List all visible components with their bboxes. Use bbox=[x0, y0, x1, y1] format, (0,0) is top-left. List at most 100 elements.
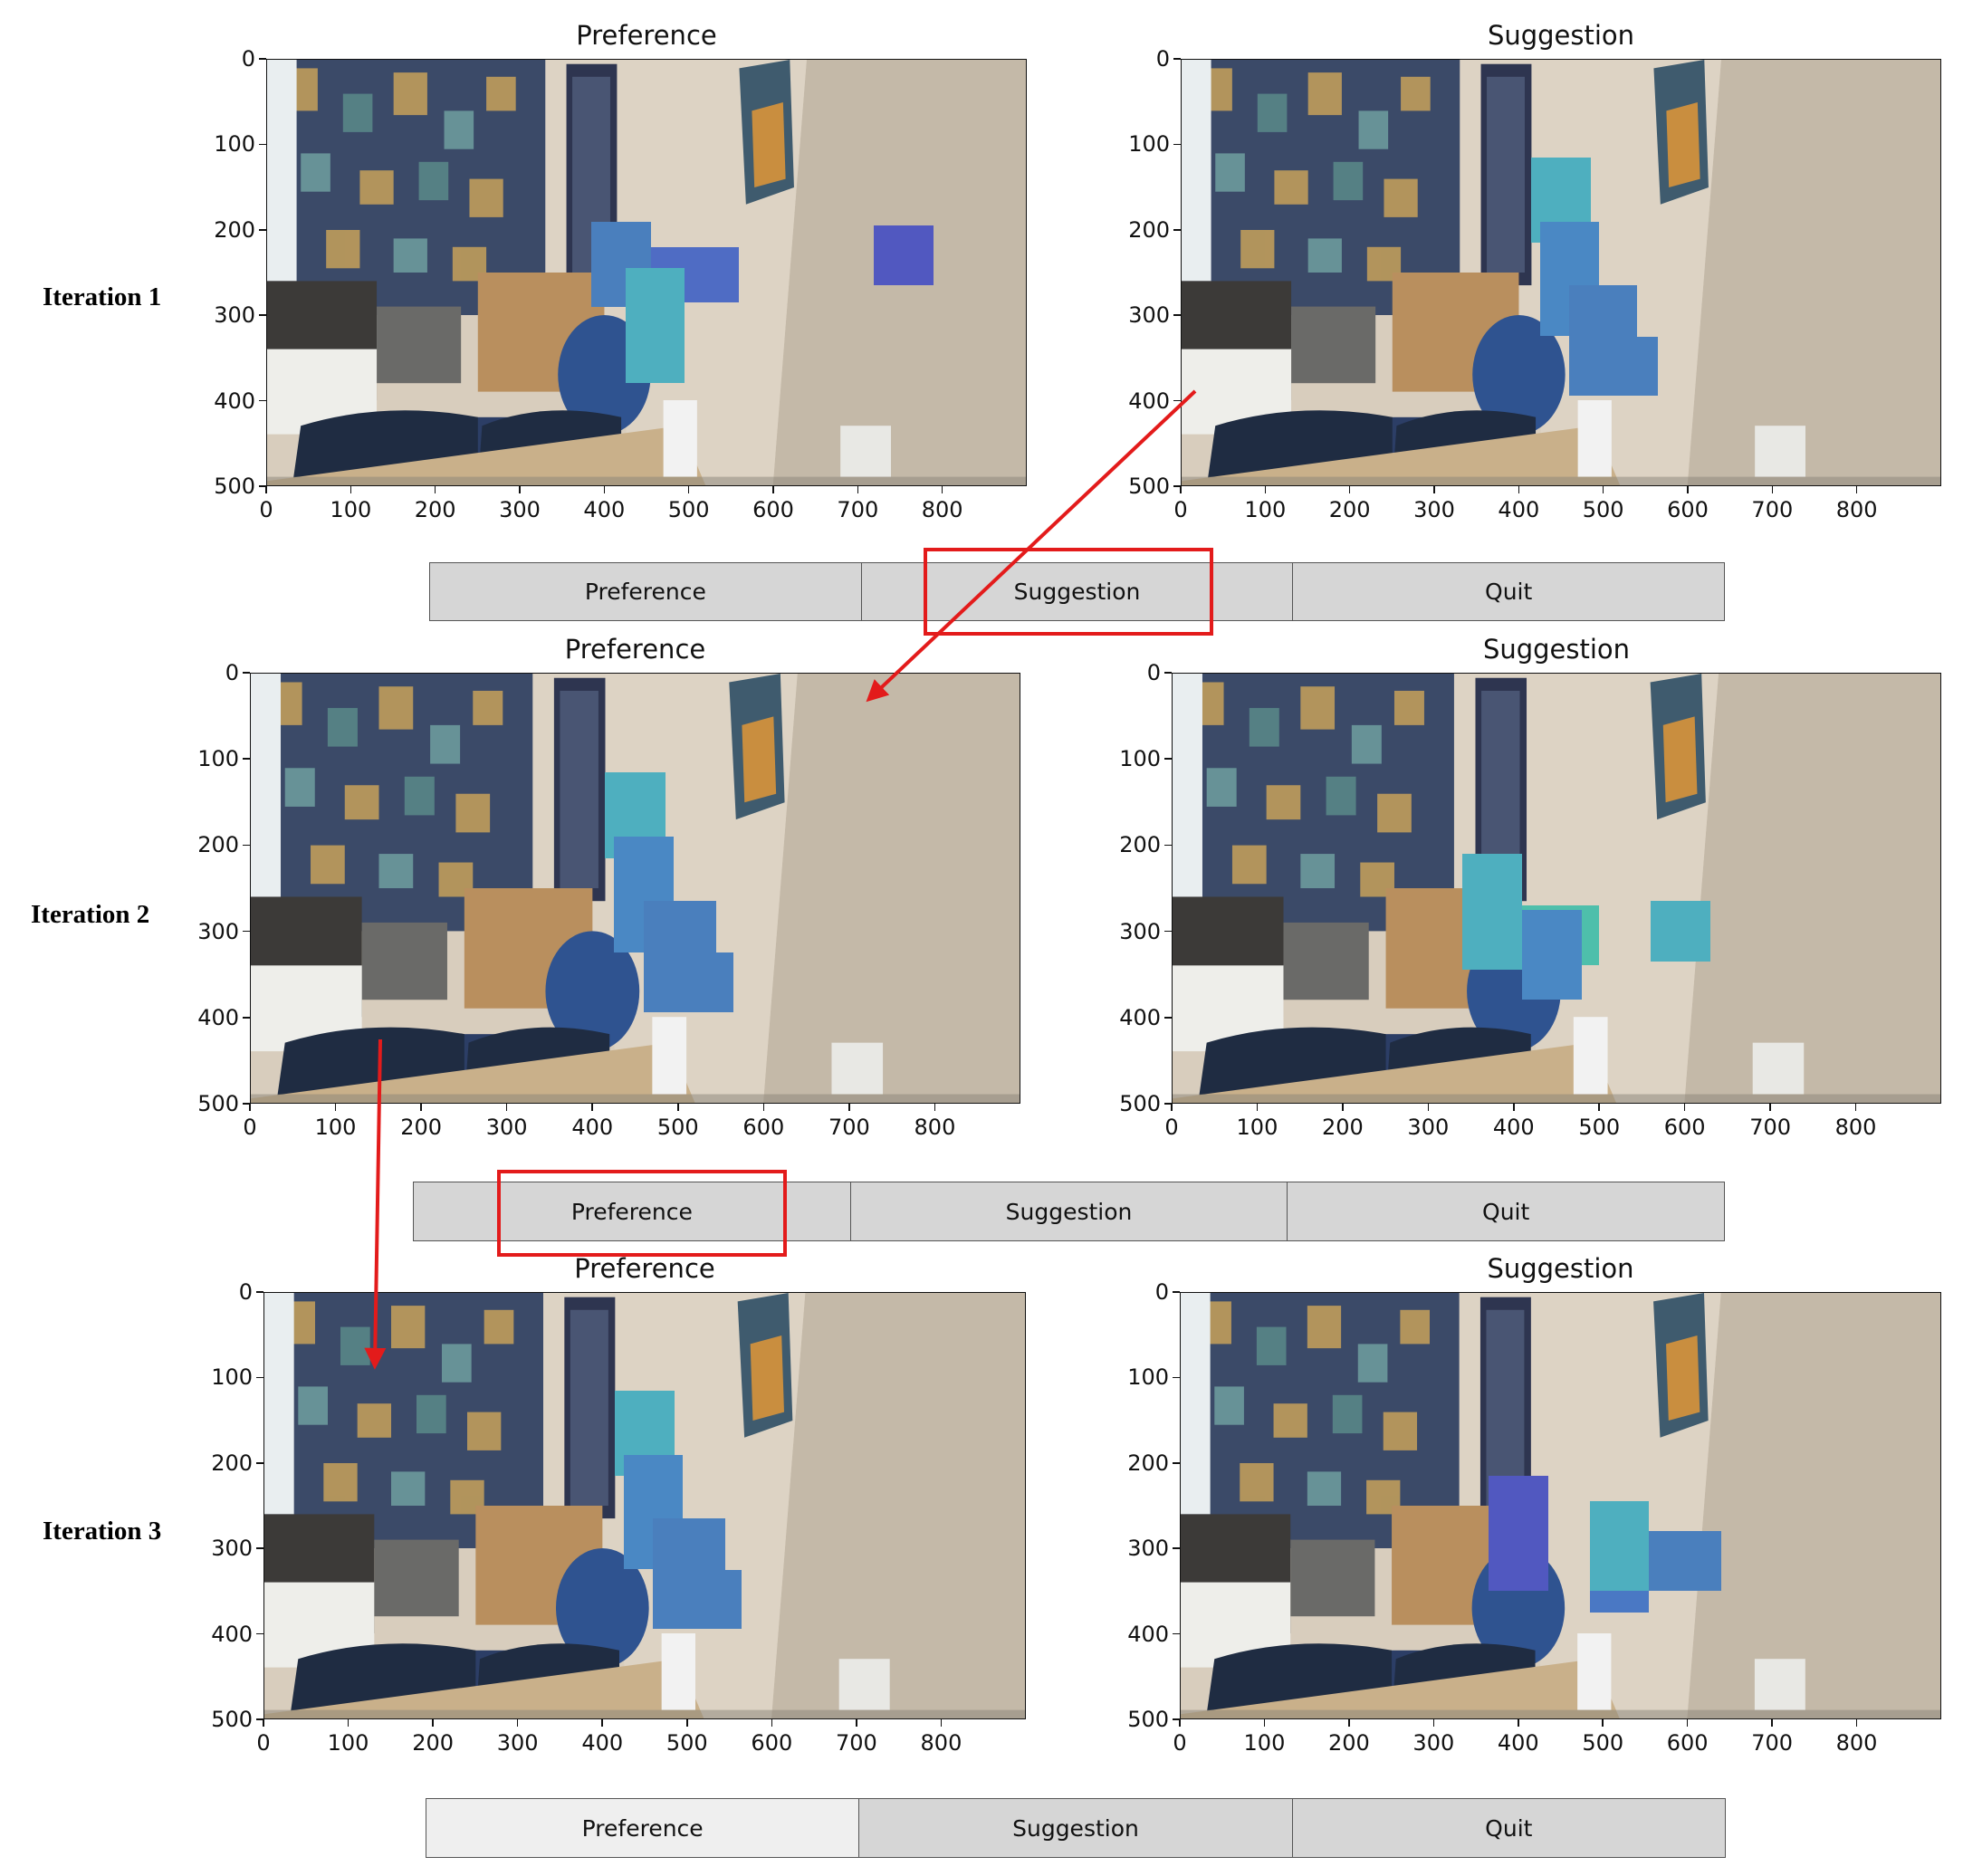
iteration-label: Iteration 3 bbox=[43, 1517, 162, 1546]
x-tick-mark bbox=[677, 1104, 679, 1111]
x-tick-label: 800 bbox=[921, 497, 963, 522]
x-tick-label: 100 bbox=[327, 1730, 369, 1756]
x-tick-mark bbox=[1171, 1104, 1173, 1111]
suggestion-plot-axes[interactable] bbox=[1181, 59, 1941, 486]
x-tick-mark bbox=[601, 1719, 603, 1727]
y-tick-label: 200 bbox=[197, 832, 239, 858]
x-tick-mark bbox=[603, 486, 606, 493]
y-tick-label: 100 bbox=[197, 746, 239, 772]
y-tick-mark bbox=[259, 143, 266, 146]
x-tick-mark bbox=[1855, 1719, 1858, 1727]
y-tick-label: 500 bbox=[1128, 474, 1170, 499]
preference-button[interactable]: Preference bbox=[414, 1182, 851, 1240]
x-tick-label: 500 bbox=[1582, 497, 1624, 522]
x-tick-label: 500 bbox=[666, 1730, 708, 1756]
y-tick-mark bbox=[1164, 930, 1172, 933]
x-tick-mark bbox=[1180, 486, 1182, 493]
y-tick-mark bbox=[1173, 229, 1181, 231]
suggestion-plot-axes[interactable] bbox=[1172, 673, 1941, 1104]
region-rectangle bbox=[625, 268, 685, 384]
x-tick-mark bbox=[941, 486, 943, 493]
x-tick-label: 300 bbox=[485, 1115, 528, 1140]
x-tick-mark bbox=[1683, 1104, 1686, 1111]
x-tick-label: 200 bbox=[412, 1730, 455, 1756]
x-tick-mark bbox=[519, 486, 521, 493]
x-tick-label: 300 bbox=[1412, 1730, 1455, 1756]
region-rectangle bbox=[1462, 854, 1523, 971]
preference-plot-axes[interactable] bbox=[250, 673, 1020, 1104]
x-tick-mark bbox=[420, 1104, 422, 1111]
x-tick-mark bbox=[434, 486, 436, 493]
y-tick-mark bbox=[1164, 758, 1172, 760]
x-tick-label: 0 bbox=[1173, 1730, 1187, 1756]
y-tick-label: 300 bbox=[211, 1536, 253, 1562]
x-tick-mark bbox=[856, 1719, 857, 1727]
y-tick-mark bbox=[256, 1376, 263, 1379]
region-rectangle bbox=[1489, 1476, 1548, 1591]
suggestion-plot-axes[interactable] bbox=[1180, 1292, 1941, 1719]
preference-button[interactable]: Preference bbox=[426, 1799, 860, 1857]
y-tick-mark bbox=[259, 485, 266, 487]
x-tick-mark bbox=[334, 1104, 337, 1111]
y-tick-label: 500 bbox=[1127, 1707, 1169, 1732]
y-tick-mark bbox=[1164, 1103, 1172, 1105]
region-rectangle bbox=[1522, 909, 1583, 1000]
preference-plot-axes[interactable] bbox=[263, 1292, 1026, 1719]
x-tick-mark bbox=[1264, 486, 1267, 493]
region-rectangle bbox=[874, 225, 934, 286]
suggestion-button[interactable]: Suggestion bbox=[859, 1799, 1293, 1857]
x-tick-label: 100 bbox=[1244, 497, 1287, 522]
x-tick-label: 300 bbox=[496, 1730, 539, 1756]
suggestion-button[interactable]: Suggestion bbox=[850, 1182, 1288, 1240]
y-tick-label: 0 bbox=[238, 1279, 253, 1305]
x-tick-mark bbox=[1263, 1719, 1266, 1727]
y-tick-label: 100 bbox=[1128, 131, 1170, 158]
y-tick-label: 300 bbox=[1127, 1536, 1169, 1562]
x-tick-mark bbox=[1348, 1719, 1350, 1727]
preference-plot-axes[interactable] bbox=[266, 59, 1027, 486]
x-tick-mark bbox=[1433, 486, 1435, 493]
x-tick-mark bbox=[432, 1719, 434, 1727]
y-tick-label: 500 bbox=[214, 474, 255, 499]
x-tick-label: 0 bbox=[256, 1730, 271, 1756]
x-tick-label: 300 bbox=[1407, 1115, 1450, 1140]
x-tick-label: 100 bbox=[1236, 1115, 1278, 1140]
y-tick-mark bbox=[259, 399, 266, 402]
suggestion-plot-title: Suggestion bbox=[1487, 1253, 1634, 1284]
x-tick-mark bbox=[1602, 486, 1604, 493]
x-tick-label: 600 bbox=[751, 1730, 793, 1756]
x-tick-label: 100 bbox=[314, 1115, 357, 1140]
y-tick-mark bbox=[256, 1547, 263, 1549]
y-tick-label: 100 bbox=[211, 1364, 253, 1391]
x-tick-mark bbox=[1256, 1104, 1259, 1111]
y-tick-label: 100 bbox=[1119, 746, 1161, 772]
x-tick-label: 600 bbox=[752, 497, 794, 522]
region-rectangle bbox=[1649, 1531, 1721, 1591]
y-tick-mark bbox=[259, 58, 266, 60]
x-tick-mark bbox=[350, 486, 352, 493]
y-tick-label: 0 bbox=[1154, 1279, 1169, 1305]
x-tick-mark bbox=[249, 1104, 251, 1111]
region-rectangle bbox=[1590, 1501, 1650, 1591]
y-tick-label: 200 bbox=[1128, 216, 1170, 243]
x-tick-label: 700 bbox=[1749, 1115, 1792, 1140]
control-button-bar: Preference Suggestion Quit bbox=[426, 1798, 1726, 1858]
x-tick-label: 200 bbox=[400, 1115, 443, 1140]
x-tick-label: 600 bbox=[1666, 1730, 1709, 1756]
y-tick-mark bbox=[1173, 1632, 1180, 1635]
room-photo bbox=[1181, 1293, 1940, 1718]
y-tick-label: 400 bbox=[1127, 1621, 1169, 1647]
quit-button[interactable]: Quit bbox=[1292, 1799, 1725, 1857]
region-rectangle bbox=[653, 1569, 742, 1630]
x-tick-mark bbox=[1771, 486, 1774, 493]
region-rectangle bbox=[1569, 336, 1659, 397]
preference-button[interactable]: Preference bbox=[430, 563, 862, 620]
quit-button[interactable]: Quit bbox=[1293, 563, 1725, 620]
x-tick-label: 600 bbox=[1663, 1115, 1706, 1140]
suggestion-plot-title: Suggestion bbox=[1482, 634, 1631, 665]
quit-button[interactable]: Quit bbox=[1288, 1182, 1725, 1240]
y-tick-mark bbox=[1173, 1376, 1180, 1379]
x-tick-mark bbox=[1342, 1104, 1344, 1111]
iteration-label: Iteration 2 bbox=[31, 900, 150, 929]
y-tick-label: 400 bbox=[214, 388, 255, 414]
